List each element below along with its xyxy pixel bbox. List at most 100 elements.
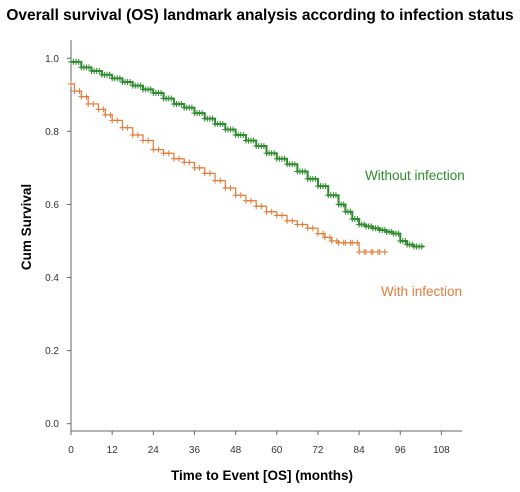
series-label-with-infection: With infection [381, 284, 462, 299]
censor-mark [320, 230, 327, 237]
censor-mark [271, 150, 278, 157]
censor-marks-with-infection [68, 80, 388, 255]
censor-mark [181, 159, 188, 166]
censor-mark [116, 75, 123, 82]
censor-mark [284, 217, 291, 224]
censor-mark [309, 225, 316, 232]
y-tick-label: 0.6 [45, 200, 59, 211]
censor-mark [158, 89, 165, 96]
censor-mark [96, 68, 103, 75]
censor-mark [294, 221, 301, 228]
x-tick-label: 12 [107, 445, 119, 456]
censor-mark [199, 110, 206, 117]
censor-mark [381, 248, 388, 255]
censor-mark [402, 237, 409, 244]
censor-mark [232, 192, 239, 199]
censor-mark [281, 155, 288, 162]
censor-mark [86, 64, 93, 71]
censor-mark [129, 132, 136, 139]
censor-mark [227, 184, 234, 191]
censor-mark [209, 115, 216, 122]
x-tick-label: 60 [271, 445, 283, 456]
censor-mark [248, 197, 255, 204]
censor-mark [165, 150, 172, 157]
censor-mark [312, 175, 319, 182]
censor-mark [268, 208, 275, 215]
censor-mark [107, 111, 114, 118]
censor-mark [206, 170, 213, 177]
censor-mark [106, 71, 113, 78]
censor-mark [250, 137, 257, 144]
censor-mark [340, 201, 347, 208]
censor-mark [273, 212, 280, 219]
censor-mark [140, 137, 147, 144]
censor-mark [354, 239, 361, 246]
series-line-with-infection [71, 83, 387, 253]
censor-mark [75, 58, 82, 65]
x-tick-label: 96 [395, 445, 407, 456]
x-axis-ticks: 0 12 24 36 48 60 72 84 96 108 [68, 431, 450, 456]
series-line-without-infection [71, 60, 425, 248]
y-tick-label: 0.4 [45, 273, 59, 284]
censor-mark [362, 248, 369, 255]
y-axis-ticks: 0.0 0.2 0.4 0.6 0.8 1.0 [45, 54, 71, 430]
censor-mark [76, 88, 83, 95]
censor-mark [253, 203, 260, 210]
censor-mark [100, 106, 107, 113]
censor-mark [176, 155, 183, 162]
censor-mark [302, 168, 309, 175]
censor-mark [418, 243, 425, 250]
y-axis-title: Cum Survival [19, 184, 34, 270]
censor-mark [260, 142, 267, 149]
censor-mark [102, 111, 109, 118]
censor-mark [304, 225, 311, 232]
censor-mark [342, 239, 349, 246]
censor-mark [219, 121, 226, 128]
censor-mark [71, 88, 78, 95]
chart-title: Overall survival (OS) landmark analysis … [6, 7, 513, 24]
censor-mark [191, 164, 198, 171]
censor-mark [124, 124, 131, 131]
censor-mark [178, 100, 185, 107]
censor-mark [335, 239, 342, 246]
censor-mark [147, 86, 154, 93]
censor-mark [78, 93, 85, 100]
censor-mark [332, 192, 339, 199]
censor-mark [145, 137, 152, 144]
censor-mark [134, 132, 141, 139]
censor-mark [168, 95, 175, 102]
censor-mark [299, 221, 306, 228]
censor-mark [237, 192, 244, 199]
censor-mark [376, 248, 383, 255]
x-tick-label: 84 [354, 445, 366, 456]
censor-mark [222, 184, 229, 191]
x-tick-label: 72 [312, 445, 324, 456]
censor-mark [314, 230, 321, 237]
x-tick-label: 48 [230, 445, 242, 456]
series-layer [68, 58, 425, 255]
censor-mark [186, 159, 193, 166]
censor-mark [326, 234, 333, 241]
x-tick-label: 36 [189, 445, 201, 456]
censor-mark [188, 104, 195, 111]
censor-marks-without-infection [68, 58, 425, 250]
censor-mark [289, 217, 296, 224]
censor-mark [155, 146, 162, 153]
series-label-without-infection: Without infection [365, 168, 465, 183]
censor-mark [170, 155, 177, 162]
censor-mark [328, 237, 335, 244]
x-tick-label: 24 [148, 445, 160, 456]
censor-mark [321, 234, 328, 241]
censor-mark [83, 93, 90, 100]
censor-mark [395, 230, 402, 237]
censor-mark [347, 208, 354, 215]
censor-mark [354, 216, 361, 223]
censor-mark [127, 79, 134, 86]
y-tick-label: 0.0 [45, 419, 59, 430]
y-tick-label: 0.2 [45, 346, 59, 357]
censor-mark [68, 80, 74, 87]
censor-mark [150, 146, 157, 153]
y-tick-label: 1.0 [45, 54, 59, 65]
censor-mark [217, 177, 224, 184]
